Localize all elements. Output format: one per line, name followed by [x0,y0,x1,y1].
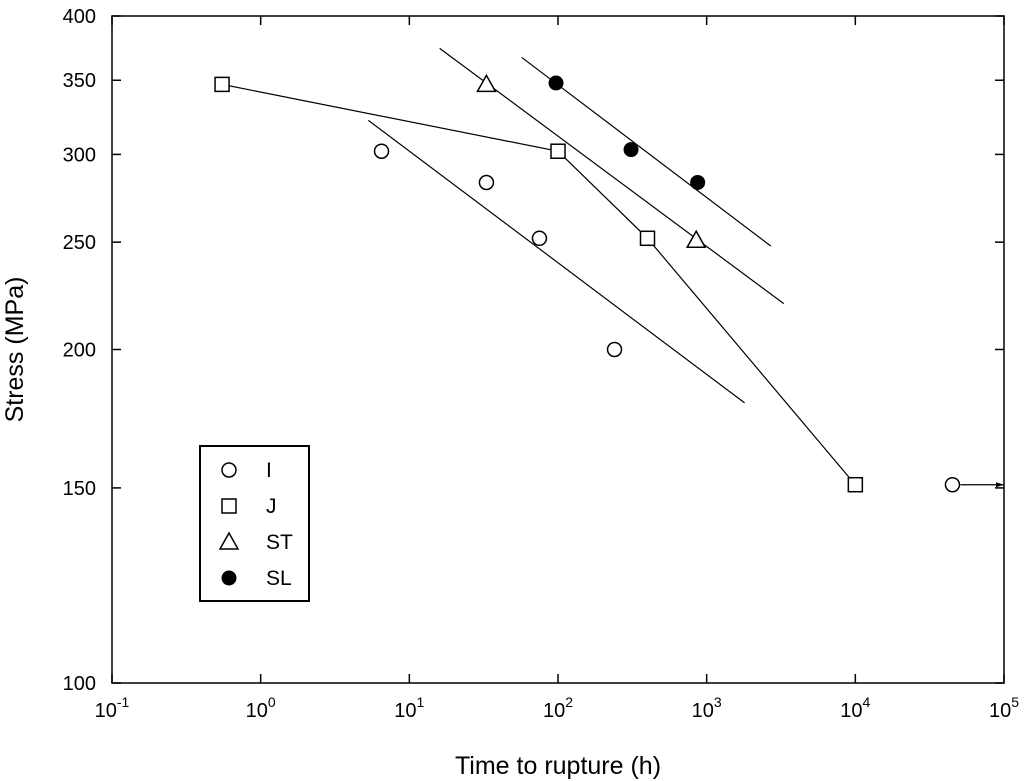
fit-line-sl [521,56,772,247]
legend-marker-i [221,462,237,478]
legend-label: ST [266,531,293,554]
data-point-j [214,76,230,93]
y-axis: 100 150 200 250 300 350 400 [63,6,1004,695]
y-tick-label: 200 [63,340,96,362]
data-point-j [847,476,864,493]
data-point-i [478,174,495,191]
x-axis: 10-1 100 101 102 103 104 105 [95,16,1019,722]
data-point-i [606,341,623,358]
y-tick-label: 350 [63,70,96,92]
legend-label: SL [266,567,292,590]
runout-arrowhead-i [996,482,1004,488]
data-point-sl [623,142,639,158]
connect-line-j [221,83,856,486]
y-tick-label: 100 [63,673,96,695]
legend-entry: I [221,459,272,482]
legend: IJ ST SL [199,445,310,602]
y-tick-label: 150 [63,478,96,500]
y-tick-label: 400 [63,6,96,28]
legend-entry: SL [221,567,292,590]
x-tick-label: 103 [692,694,722,722]
data-markers [214,73,961,493]
y-tick-label: 300 [63,144,96,166]
data-point-sl [690,174,706,190]
data-point-j [550,143,566,159]
data-point-st [685,229,707,248]
data-point-i [531,230,548,247]
y-tick-label: 250 [63,232,96,254]
data-point-sl [548,75,564,91]
data-point-i [944,476,961,493]
x-tick-label: 101 [394,694,424,722]
data-point-j [639,230,656,247]
legend-marker-sl [221,570,237,586]
data-point-st [476,73,497,93]
legend-entry: ST [218,531,293,554]
fit-line-st [439,47,785,305]
x-tick-label: 100 [246,694,276,722]
legend-entry: J [221,495,277,518]
legend-label: J [266,495,277,518]
x-tick-label: 10-1 [95,694,130,722]
legend-marker-j [221,498,237,514]
legend-label: I [266,459,272,482]
x-tick-label: 102 [543,694,573,722]
fit-line-i [367,119,745,404]
legend-box [199,445,310,602]
fit-lines [221,47,1004,488]
x-axis-title: Time to rupture (h) [455,752,661,780]
legend-marker-st [218,531,240,550]
data-point-i [373,143,390,159]
y-axis-title: Stress (MPa) [1,277,29,423]
x-tick-label: 104 [840,694,870,722]
x-tick-label: 105 [989,694,1019,722]
